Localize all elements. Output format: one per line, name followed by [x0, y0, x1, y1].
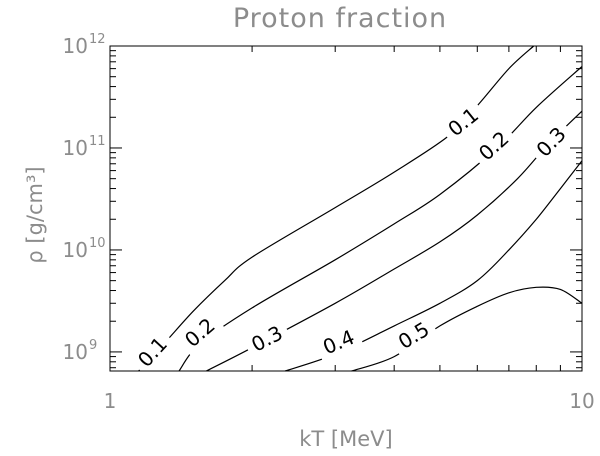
y-tick-exponent: 11	[89, 134, 106, 149]
y-tick-base: 10	[63, 238, 88, 262]
x-tick-label: 1	[104, 389, 117, 413]
y-tick-label: 10 10	[63, 236, 106, 262]
y-tick-label: 10 12	[63, 32, 106, 58]
y-tick-exponent: 10	[89, 236, 106, 251]
plot-frame	[109, 45, 583, 372]
contour-label-gap	[175, 309, 225, 356]
y-tick-label: 10 11	[63, 134, 106, 160]
contour-label-gap	[527, 117, 575, 166]
y-tick-exponent: 9	[89, 338, 97, 353]
contour-line-0.5	[351, 286, 583, 372]
contour-label-gap	[241, 317, 292, 360]
x-tick-label: 10	[569, 389, 594, 413]
axis-ticks	[109, 45, 582, 371]
contour-label-gap	[388, 313, 439, 358]
contour-labels: 0.10.10.20.20.30.30.4 0.5	[128, 98, 575, 377]
y-tick-label: 10 9	[63, 338, 98, 364]
y-tick-exponent: 12	[89, 32, 106, 47]
contour-label-gap	[313, 322, 364, 362]
chart-title: Proton fraction	[233, 3, 447, 34]
x-axis-label: kT [MeV]	[299, 427, 392, 451]
contour-label-gap	[469, 122, 519, 170]
contour-label-gap	[128, 327, 177, 377]
y-tick-base: 10	[63, 136, 88, 160]
y-axis-label: ρ [g/cm³]	[23, 166, 47, 263]
contour-line-0.2	[178, 66, 583, 372]
contour-line-0.1	[138, 45, 535, 372]
y-tick-base: 10	[63, 340, 88, 364]
y-tick-base: 10	[63, 34, 88, 58]
contour-label-gap	[438, 98, 488, 146]
